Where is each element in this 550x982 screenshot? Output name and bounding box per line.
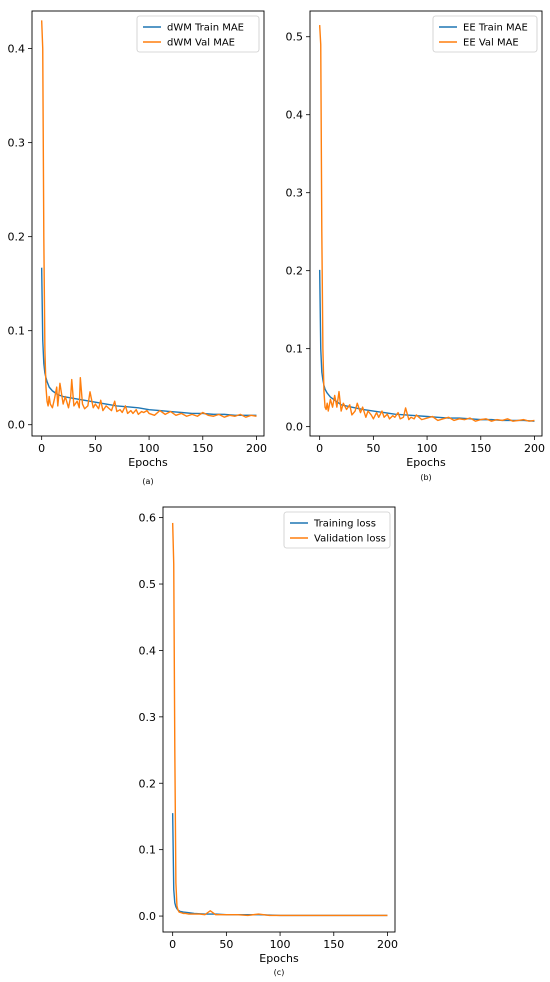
legend-label-c-train: Training loss (313, 519, 376, 530)
x-tick-label-a: 100 (139, 442, 160, 455)
y-tick-label-c: 0.2 (139, 777, 157, 790)
legend-label-a-train: dWM Train MAE (167, 23, 244, 34)
x-tick-label-b: 100 (417, 442, 438, 455)
x-tick-label-b: 150 (470, 442, 491, 455)
x-tick-label-c: 200 (377, 938, 398, 951)
x-tick-label-a: 0 (38, 442, 45, 455)
legend-a: dWM Train MAE dWM Val MAE (136, 15, 260, 53)
x-tick-label-a: 50 (88, 442, 102, 455)
chart-c: 0 50 100 150 200 0.0 0.1 0.2 0.3 0.4 0.5 0.6 Epochs (… (139, 506, 398, 977)
series-line-a-train (40, 267, 257, 417)
y-tick-label-c: 0.6 (139, 512, 157, 525)
caption-b: (b) (420, 473, 431, 482)
x-tick-label-b: 200 (524, 442, 545, 455)
series-line-a-val (40, 20, 257, 418)
legend-label-c-val: Validation loss (314, 534, 386, 545)
chart-b: 0 50 100 150 200 0.0 0.1 0.2 0.3 0.4 0.5 Epochs (b) E… (286, 10, 545, 482)
legend-box-c (283, 511, 391, 549)
series-line-b-train (318, 269, 535, 422)
x-tick-label-c: 150 (323, 938, 344, 951)
axes-frame-a (31, 10, 265, 437)
y-tick-label-b: 0.5 (286, 31, 304, 44)
axes-frame-b (309, 10, 543, 437)
chart-a: 0 50 100 150 200 0.0 0.1 0.2 0.3 0.4 Epochs (a) dWM … (8, 10, 267, 486)
y-tick-label-b: 0.4 (286, 109, 304, 122)
legend-box-b (432, 15, 538, 53)
y-tick-label-a: 0.3 (8, 137, 26, 150)
legend-label-a-val: dWM Val MAE (167, 38, 235, 49)
caption-a: (a) (142, 477, 153, 486)
y-tick-label-b: 0.3 (286, 187, 304, 200)
legend-box-a (136, 15, 260, 53)
x-tick-label-c: 0 (169, 938, 176, 951)
y-tick-label-a: 0.1 (8, 325, 26, 338)
y-tick-label-c: 0.1 (139, 844, 157, 857)
x-axis-title-a: Epochs (128, 456, 168, 469)
x-tick-label-c: 50 (219, 938, 233, 951)
series-line-b-val (318, 25, 535, 422)
y-tick-label-c: 0.0 (139, 910, 157, 923)
legend-c: Training loss Validation loss (283, 511, 391, 549)
legend-b: EE Train MAE EE Val MAE (432, 15, 538, 53)
axes-frame-c (162, 506, 396, 933)
y-tick-label-b: 0.2 (286, 265, 304, 278)
x-tick-label-c: 100 (270, 938, 291, 951)
y-tick-label-c: 0.5 (139, 578, 157, 591)
x-tick-label-a: 200 (246, 442, 267, 455)
legend-label-b-val: EE Val MAE (463, 38, 519, 49)
x-axis-title-b: Epochs (406, 456, 446, 469)
x-tick-label-a: 150 (192, 442, 213, 455)
y-tick-label-a: 0.2 (8, 231, 26, 244)
series-line-c-val (171, 522, 388, 917)
legend-label-b-train: EE Train MAE (463, 23, 528, 34)
y-tick-label-b: 0.1 (286, 343, 304, 356)
series-line-c-train (171, 813, 388, 917)
x-tick-label-b: 50 (366, 442, 380, 455)
y-tick-label-c: 0.3 (139, 711, 157, 724)
caption-c: (c) (274, 968, 285, 977)
x-axis-title-c: Epochs (259, 952, 299, 965)
y-tick-label-c: 0.4 (139, 644, 157, 657)
y-tick-label-a: 0.4 (8, 43, 26, 56)
y-tick-label-a: 0.0 (8, 419, 26, 432)
x-tick-label-b: 0 (316, 442, 323, 455)
y-tick-label-b: 0.0 (286, 421, 304, 434)
